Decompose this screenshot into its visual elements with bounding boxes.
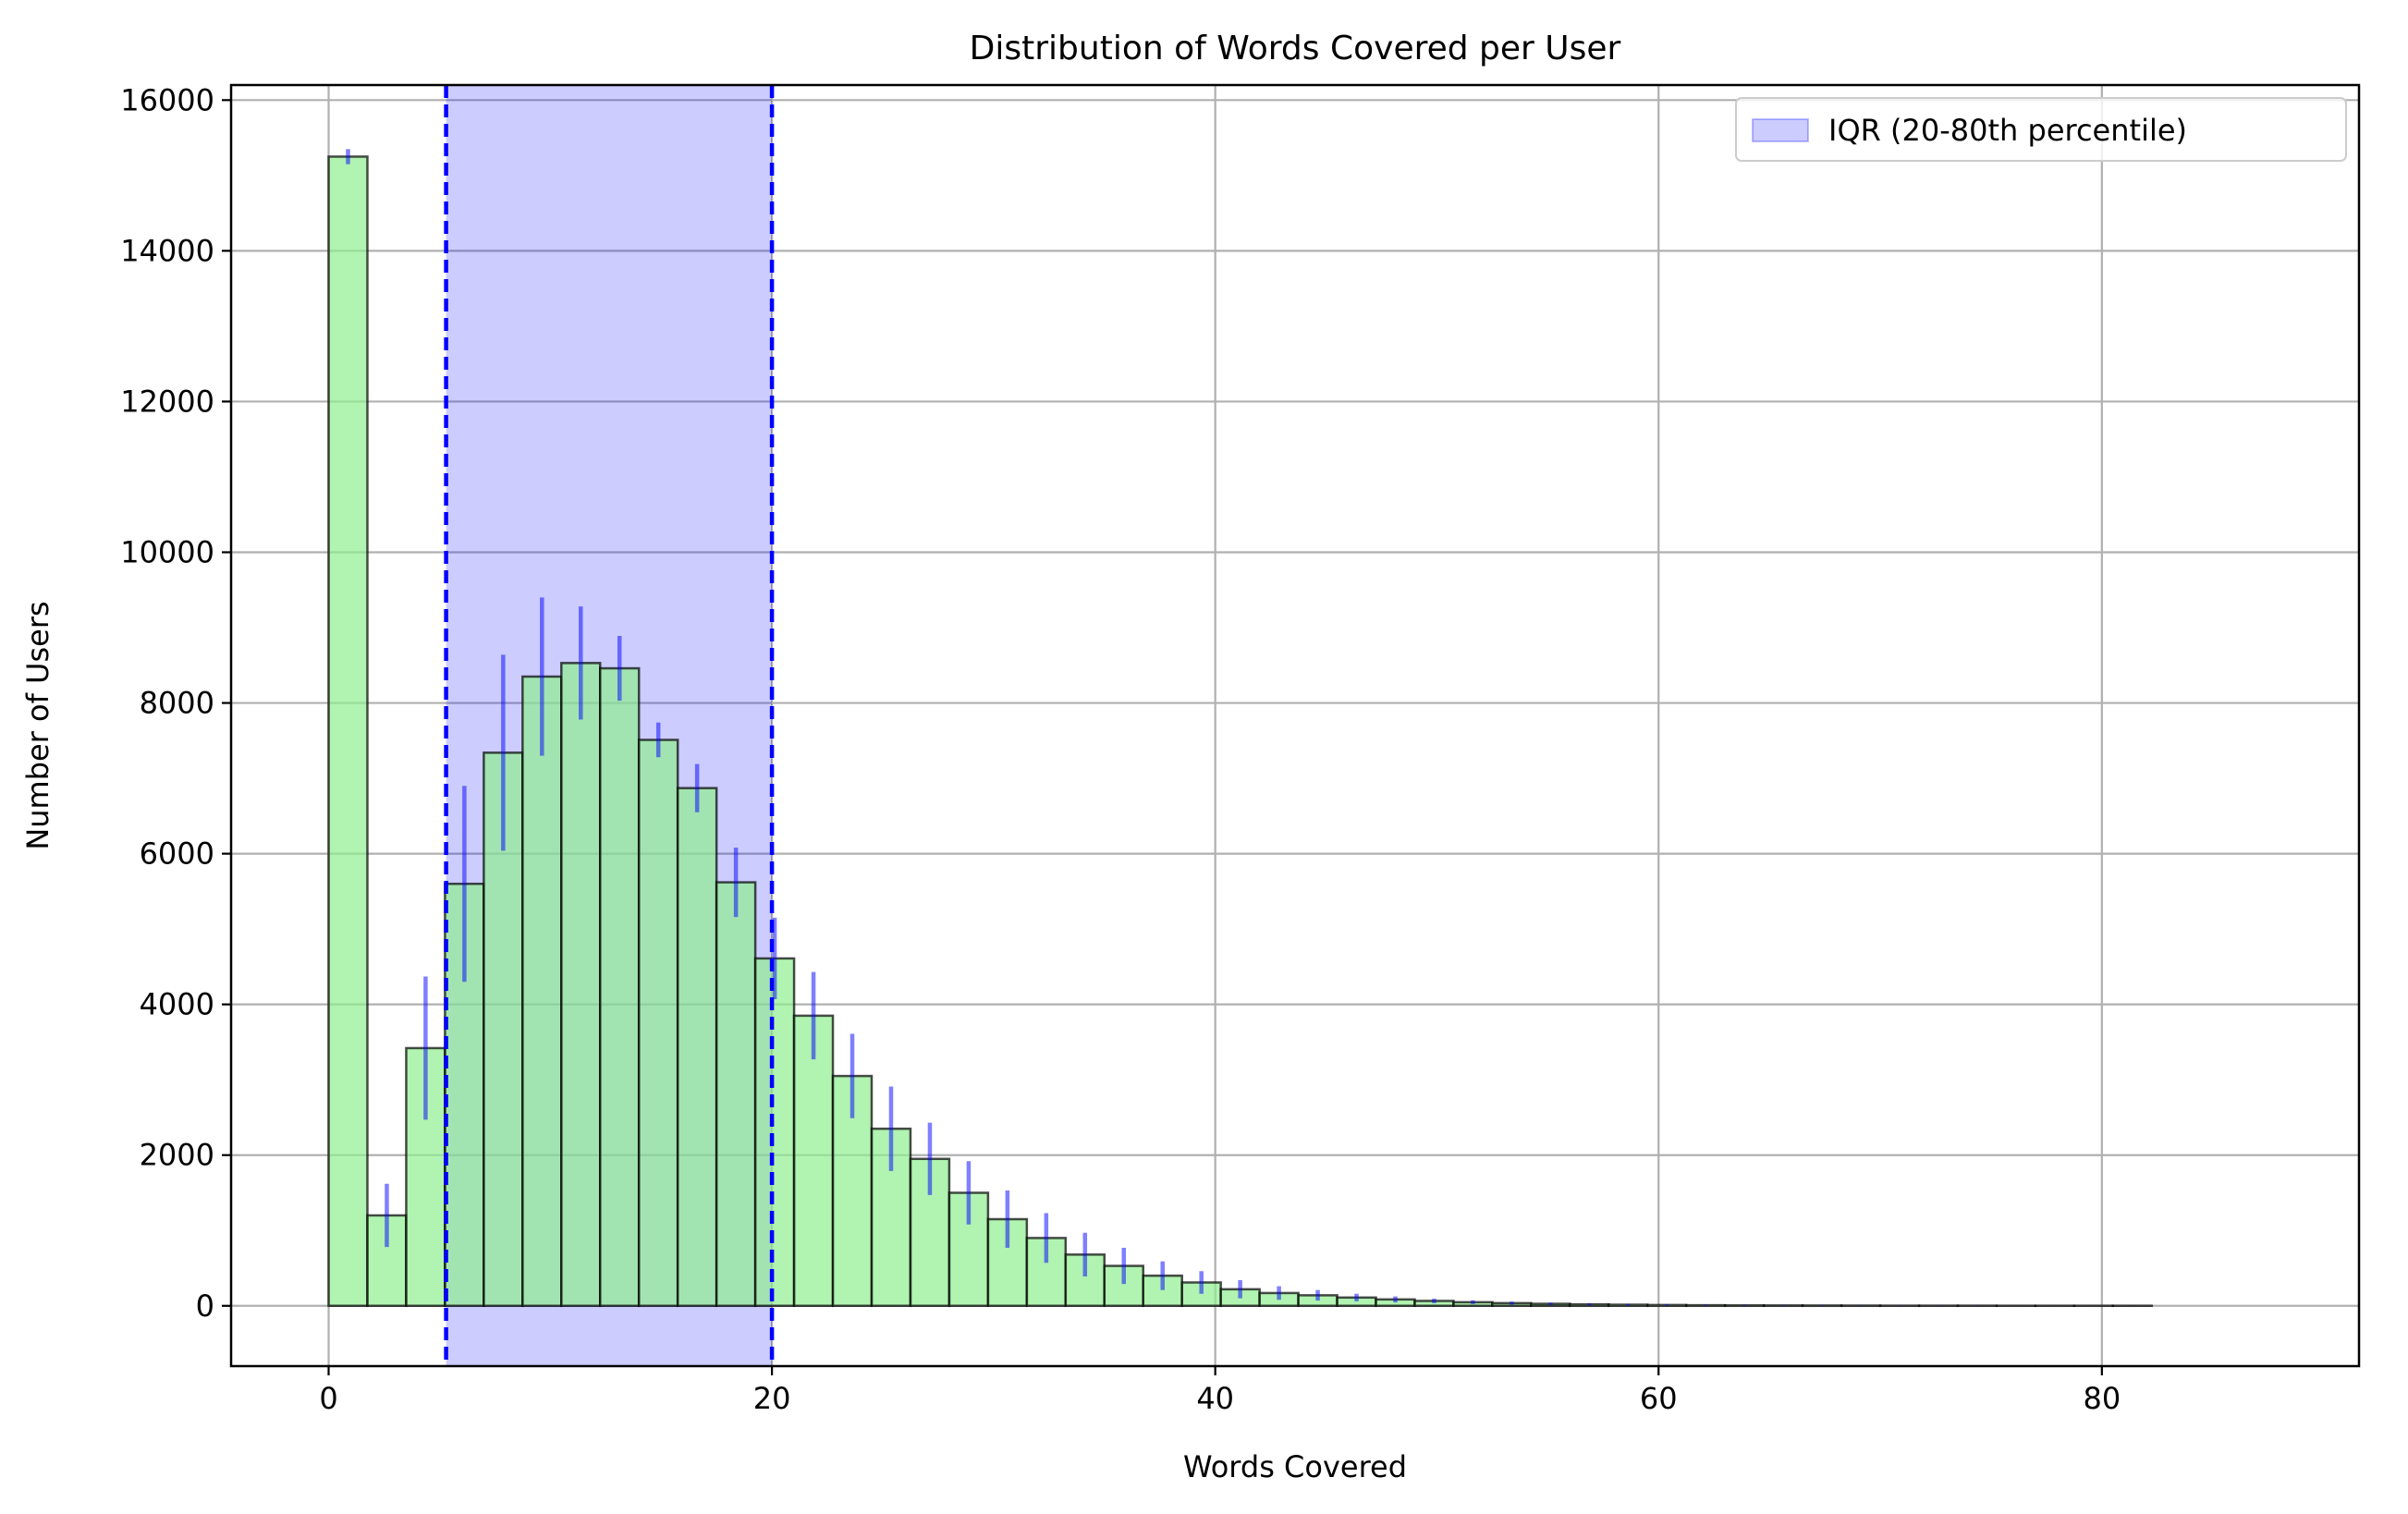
histogram-bar [792,1014,835,1308]
plot-frame [229,83,2361,1368]
x-tick-label: 80 [2083,1381,2121,1416]
iqr-lines-layer [444,85,775,1366]
y-tick-label: 16000 [120,82,214,117]
legend-swatch-iqr [1752,118,1809,142]
x-axis-label: Words Covered [1183,1449,1407,1484]
histogram-bar [560,662,602,1308]
x-axis-ticks: 0 20 40 60 80 [319,1366,2121,1416]
histogram-bar [1103,1264,1144,1308]
bars-layer [327,155,2154,1308]
y-tick-label: 2000 [140,1138,214,1173]
y-tick-label: 0 [196,1288,214,1324]
y-axis-ticks: 0 2000 4000 6000 8000 10000 12000 14000 16000 [120,82,231,1324]
histogram-bar [676,787,718,1308]
x-tick-label: 0 [319,1381,337,1416]
x-tick-label: 60 [1640,1381,1678,1416]
histogram-bar [327,155,369,1308]
legend-label-iqr: IQR (20-80th percentile) [1828,113,2187,148]
legend: IQR (20-80th percentile) [1735,97,2347,162]
x-tick-label: 40 [1196,1381,1234,1416]
error-bars-layer [346,149,2135,1306]
y-tick-label: 6000 [140,836,214,872]
y-tick-label: 4000 [140,987,214,1022]
y-tick-label: 12000 [120,384,214,419]
chart-title: Distribution of Words Covered per User [970,30,1621,67]
histogram-bar [599,666,641,1308]
y-tick-label: 10000 [120,534,214,569]
legend-box [1735,97,2347,162]
y-tick-label: 14000 [120,233,214,268]
y-tick-label: 8000 [140,686,214,721]
y-axis-label: Number of Users [20,601,55,849]
x-tick-label: 20 [753,1381,791,1416]
histogram-bar [753,957,796,1308]
histogram-bar [637,739,679,1308]
histogram-bar [715,881,757,1308]
histogram-bar [521,675,563,1308]
